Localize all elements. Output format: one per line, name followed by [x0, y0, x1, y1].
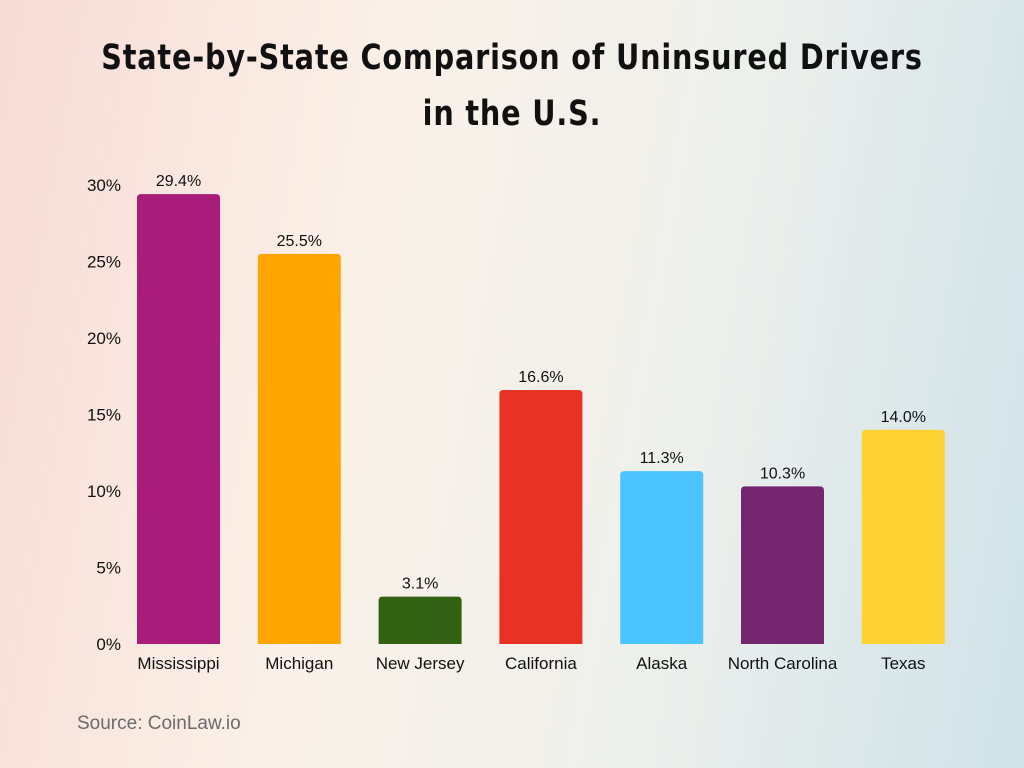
y-tick-label: 20%	[87, 329, 121, 348]
y-tick-label: 5%	[96, 559, 121, 578]
data-label: 3.1%	[402, 576, 438, 593]
data-label: 14.0%	[881, 409, 926, 426]
bar	[257, 253, 341, 644]
chart-title-line-1: State-by-State Comparison of Uninsured D…	[101, 38, 923, 78]
y-tick-label: 10%	[87, 482, 121, 501]
y-tick-label: 0%	[96, 635, 121, 654]
bar	[620, 471, 704, 644]
y-tick-label: 30%	[87, 176, 121, 195]
chart-title: State-by-State Comparison of Uninsured D…	[92, 30, 932, 142]
chart-title-line-2: in the U.S.	[422, 94, 602, 134]
y-tick-label: 25%	[87, 253, 121, 272]
x-tick-label: Alaska	[636, 654, 688, 673]
data-label: 16.6%	[518, 369, 563, 386]
data-label: 11.3%	[640, 450, 684, 467]
data-label: 29.4%	[156, 173, 201, 190]
y-tick-label: 15%	[87, 406, 121, 425]
bar	[499, 390, 583, 644]
bar	[861, 429, 945, 644]
bar	[137, 194, 220, 644]
bar	[741, 486, 824, 644]
x-tick-label: New Jersey	[376, 654, 465, 673]
x-tick-label: Michigan	[265, 654, 333, 673]
x-tick-label: North Carolina	[728, 654, 838, 673]
data-label: 10.3%	[760, 465, 805, 482]
bar	[378, 596, 462, 644]
x-tick-label: Texas	[881, 654, 925, 673]
source-note: Source: CoinLaw.io	[77, 713, 241, 734]
x-tick-label: California	[505, 654, 577, 673]
x-tick-label: Mississippi	[137, 654, 219, 673]
data-label: 25.5%	[277, 233, 322, 250]
